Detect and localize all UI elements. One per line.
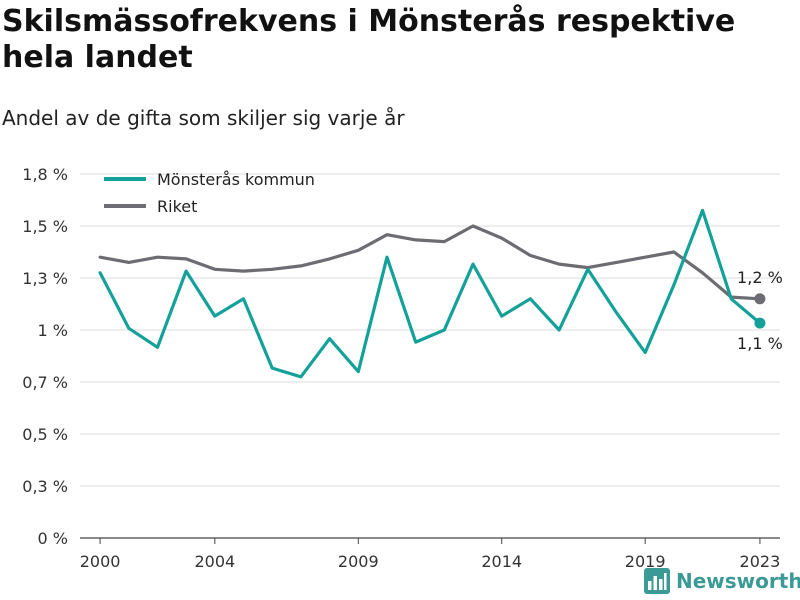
end-marker-riket xyxy=(754,293,766,305)
y-tick-label: 1,3 % xyxy=(22,269,68,288)
legend-label-riket: Riket xyxy=(157,197,197,216)
y-tick-label: 1 % xyxy=(38,321,68,340)
chart-title: Skilsmässofrekvens i Mönsterås respektiv… xyxy=(2,4,736,75)
end-label-monsteras: 1,1 % xyxy=(737,334,783,353)
chart-subtitle: Andel av de gifta som skiljer sig varje … xyxy=(2,106,405,130)
series-lines xyxy=(98,208,762,379)
legend-label-monsteras: Mönsterås kommun xyxy=(157,170,315,189)
x-tick-label: 2009 xyxy=(338,552,379,571)
y-tick-label: 0,3 % xyxy=(22,477,68,496)
y-tick-label: 0,7 % xyxy=(22,373,68,392)
newsworthy-icon xyxy=(644,568,670,594)
x-tick-label: 2019 xyxy=(625,552,666,571)
x-tick-label: 2014 xyxy=(481,552,522,571)
end-markers: 1,1 % 1,2 % xyxy=(737,268,783,353)
y-tick-label: 1,5 % xyxy=(22,217,68,236)
series-line-riket xyxy=(98,224,762,301)
y-tick-label: 1,8 % xyxy=(22,165,68,184)
y-tick-label: 0,5 % xyxy=(22,425,68,444)
y-axis: 0 % 0,3 % 0,5 % 0,7 % 1 % 1,3 % 1,5 % 1,8 % xyxy=(22,165,68,548)
gridlines xyxy=(80,173,780,539)
brand-name: Newsworthy xyxy=(676,569,800,593)
newsworthy-logo: Newsworthy xyxy=(644,568,800,594)
x-axis: 2000 2004 2009 2014 2019 2023 xyxy=(80,538,781,571)
series-line-monsteras xyxy=(98,208,762,379)
end-marker-monsteras xyxy=(754,317,766,329)
x-tick-label: 2000 xyxy=(80,552,121,571)
end-label-riket: 1,2 % xyxy=(737,268,783,287)
legend: Mönsterås kommun Riket xyxy=(104,170,315,216)
y-tick-label: 0 % xyxy=(38,529,68,548)
x-tick-label: 2004 xyxy=(194,552,235,571)
x-tick-label: 2023 xyxy=(740,552,781,571)
